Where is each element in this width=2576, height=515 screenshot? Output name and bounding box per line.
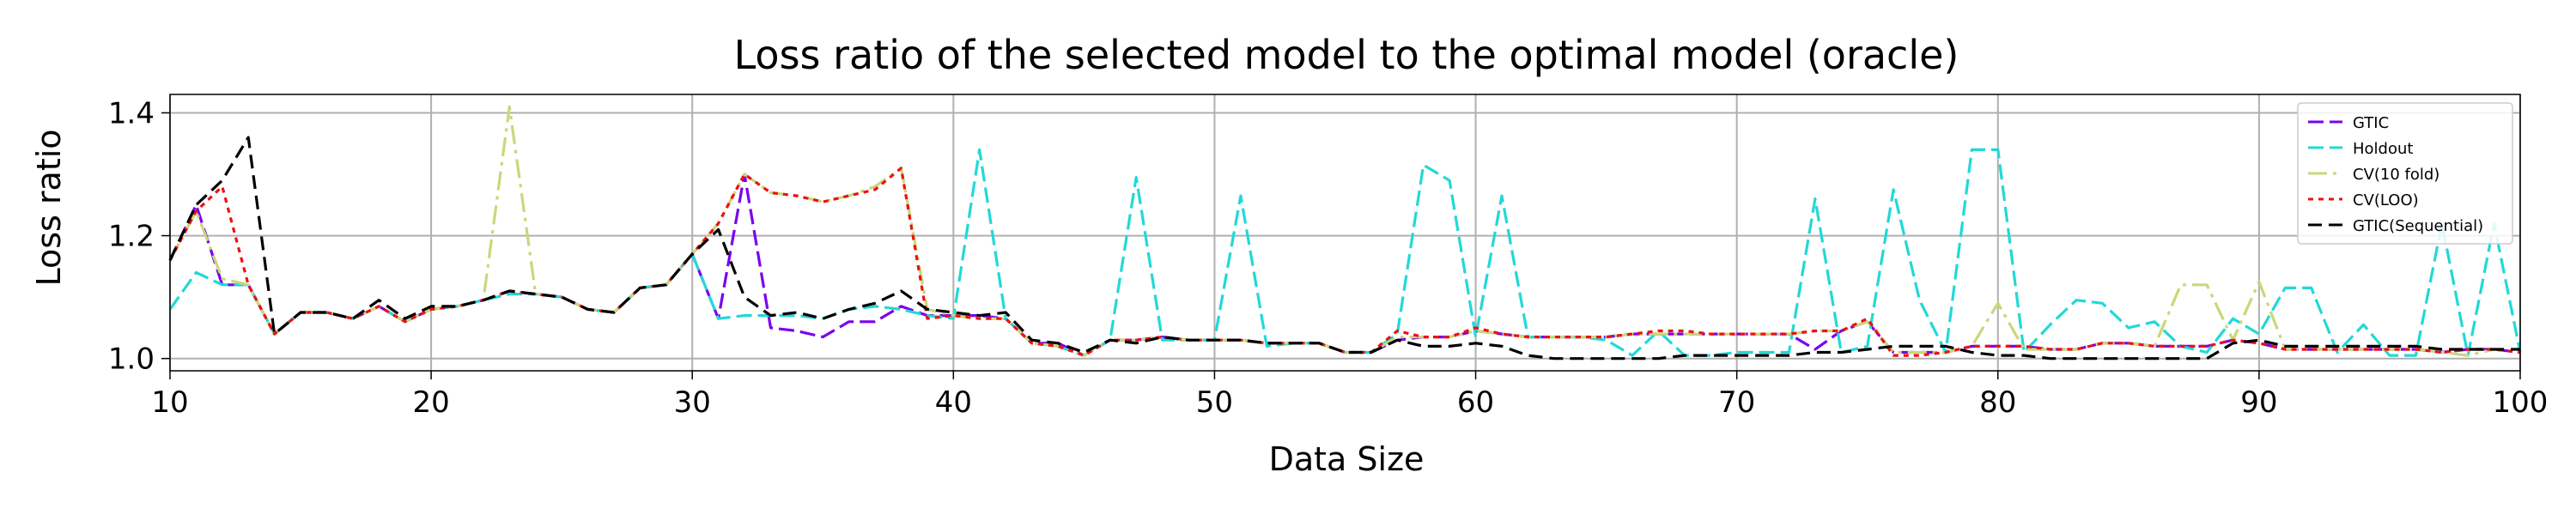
legend-label: CV(LOO) — [2353, 191, 2419, 209]
legend-label: CV(10 fold) — [2353, 166, 2439, 184]
legend: GTIC Holdout CV(10 fold) CV(LOO) GTIC(Sequen… — [2297, 102, 2513, 245]
x-tick-label: 90 — [2240, 385, 2277, 420]
plot-frame — [169, 94, 2521, 372]
x-tick-label: 50 — [1196, 385, 1233, 420]
plot-area — [168, 105, 2522, 360]
x-tick-label: 70 — [1718, 385, 1755, 420]
series-line-cv-loo — [168, 167, 2521, 357]
y-tick-label: 1.2 — [108, 220, 155, 254]
x-tick-label: 40 — [935, 385, 972, 420]
chart-title: Loss ratio of the selected model to the … — [734, 32, 1959, 78]
y-tick-label: 1.4 — [108, 96, 155, 130]
x-tick-label: 80 — [1979, 385, 2016, 420]
y-axis: 1.0 1.2 1.4 — [108, 96, 170, 377]
y-tick-label: 1.0 — [108, 342, 155, 377]
x-tick-label: 20 — [412, 385, 449, 420]
series-line-gtic-sequential — [168, 136, 2520, 360]
x-tick-label: 100 — [2493, 385, 2549, 420]
x-axis: 10 20 30 40 50 60 70 80 90 100 — [151, 371, 2548, 420]
legend-label: GTIC — [2353, 114, 2389, 132]
y-axis-label: Loss ratio — [30, 129, 68, 286]
legend-label: Holdout — [2353, 140, 2413, 158]
legend-label: GTIC(Sequential) — [2353, 217, 2483, 235]
x-tick-label: 10 — [151, 385, 188, 420]
legend-box — [2297, 102, 2513, 245]
x-axis-label: Data Size — [1269, 440, 1425, 478]
x-tick-label: 60 — [1457, 385, 1494, 420]
x-tick-label: 30 — [674, 385, 711, 420]
